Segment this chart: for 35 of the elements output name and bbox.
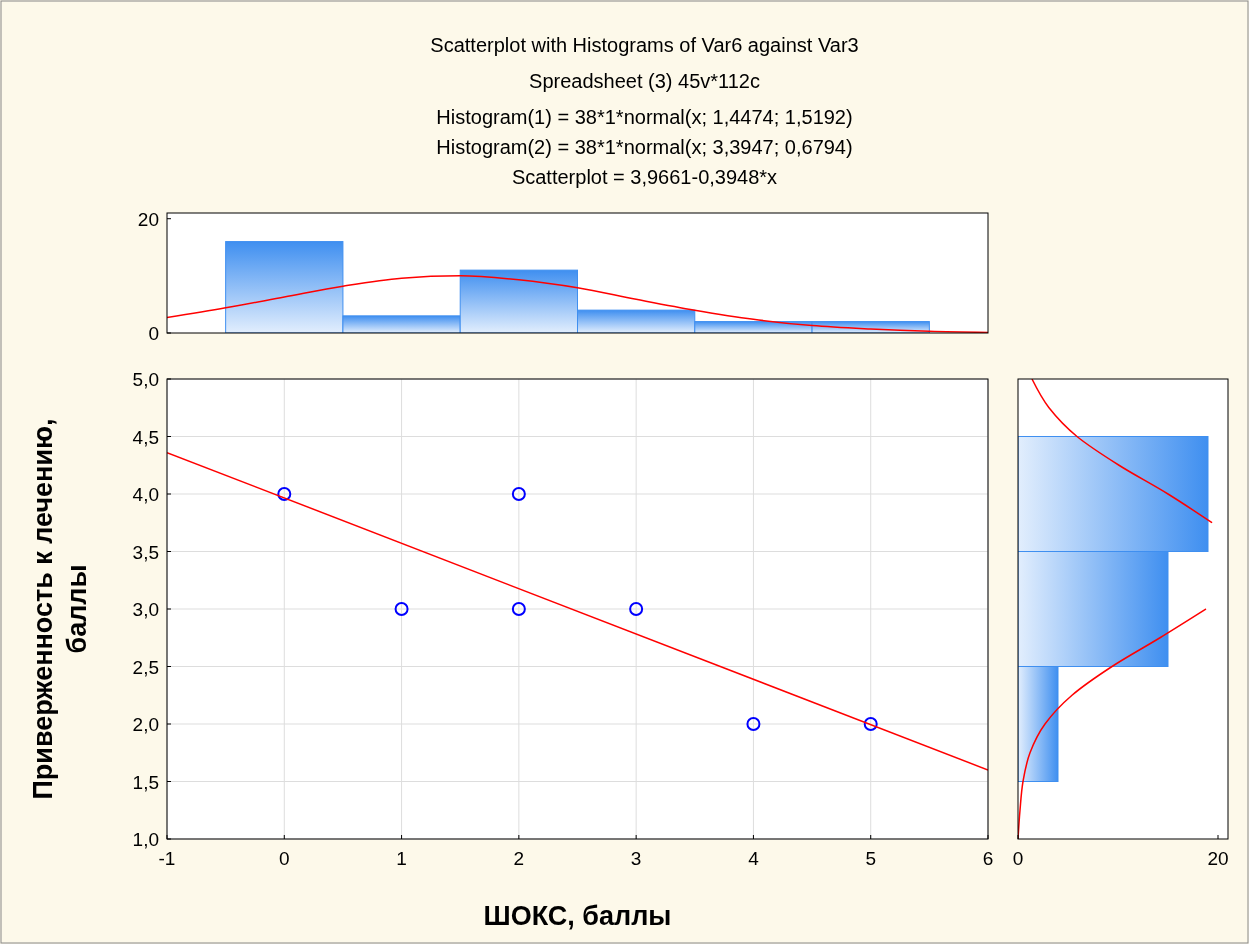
x-tick-label: 0	[279, 848, 290, 869]
point	[511, 602, 526, 616]
x-axis-title: ШОКС, баллы	[483, 901, 672, 931]
point	[746, 717, 761, 731]
point	[394, 602, 409, 616]
x-tick-label: 2	[513, 848, 525, 869]
text: Histogram(2) = 38*1*normal(x; 3,3947; 0,6794)	[436, 136, 853, 158]
point	[511, 487, 526, 501]
y-tick-label: 1,5	[132, 771, 159, 793]
x-tick-label: 20	[1207, 848, 1229, 869]
y-axis-title: Приверженность к лечению, баллы	[28, 418, 92, 800]
point	[629, 602, 644, 616]
x-tick-label: 5	[865, 848, 876, 869]
x-tick-label: -1	[158, 848, 176, 869]
x-tick-label: 3	[630, 848, 642, 869]
point	[277, 487, 292, 501]
x-tick-label: 1	[396, 848, 407, 869]
x-tick-label: 0	[1012, 848, 1024, 869]
chart-subtitle: Spreadsheet (3) 45v*112c	[529, 70, 760, 92]
x-tick-label: 4	[748, 848, 760, 869]
y-tick-label: 0	[148, 323, 159, 344]
y-tick-label: 1,0	[132, 829, 159, 850]
y-tick-label: 5,0	[132, 369, 159, 390]
x-tick-label: 6	[982, 848, 994, 869]
chart-title: Scatterplot with Histograms of Var6 against Var3	[430, 34, 859, 56]
y-tick-label: 4,5	[132, 426, 159, 448]
y-tick-label: 2,0	[132, 714, 159, 735]
text: Scatterplot = 3,9661-0,3948*x	[511, 166, 778, 188]
point	[863, 717, 878, 731]
text: Histogram(1) = 38*1*normal(x; 1,4474; 1,5192)	[436, 106, 853, 128]
y-tick-label: 3,5	[132, 541, 159, 563]
y-tick-label: 2,5	[132, 656, 159, 678]
y-tick-label: 3,0	[132, 599, 159, 620]
y-tick-label: 4,0	[132, 484, 159, 505]
y-tick-label: 20	[137, 208, 159, 230]
